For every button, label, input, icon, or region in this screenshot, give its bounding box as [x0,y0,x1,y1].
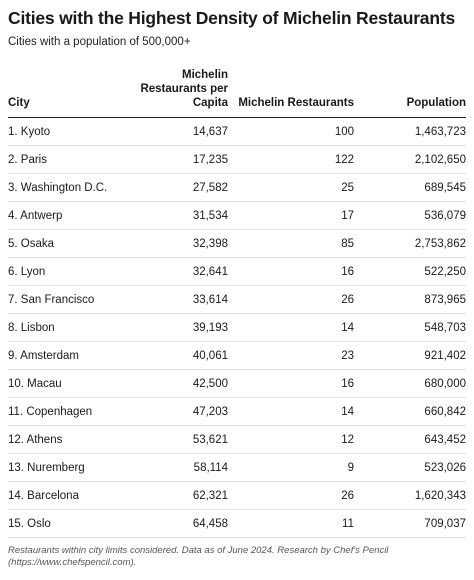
cell-per-capita: 32,641 [128,257,228,286]
cell-per-capita: 31,534 [128,201,228,230]
cell-population: 523,026 [354,453,466,482]
data-table: City Michelin Restaurants per Capita Mic… [8,68,466,538]
table-row: 8. Lisbon 39,193 14 548,703 [8,313,466,342]
cell-city: 2. Paris [8,145,128,174]
cell-city: 14. Barcelona [8,481,128,510]
cell-city: 10. Macau [8,369,128,398]
cell-michelin-count: 26 [228,481,354,510]
table-row: 15. Oslo 64,458 11 709,037 [8,509,466,538]
cell-population: 536,079 [354,201,466,230]
table-row: 12. Athens 53,621 12 643,452 [8,425,466,454]
column-header-population: Population [354,68,466,118]
cell-michelin-count: 85 [228,229,354,258]
cell-per-capita: 40,061 [128,341,228,370]
table-row: 5. Osaka 32,398 85 2,753,862 [8,229,466,258]
cell-population: 680,000 [354,369,466,398]
cell-population: 548,703 [354,313,466,342]
cell-michelin-count: 14 [228,313,354,342]
cell-per-capita: 33,614 [128,285,228,314]
table-row: 6. Lyon 32,641 16 522,250 [8,257,466,286]
column-header-per-capita: Michelin Restaurants per Capita [128,68,228,118]
cell-michelin-count: 9 [228,453,354,482]
cell-michelin-count: 25 [228,173,354,202]
cell-city: 3. Washington D.C. [8,173,128,202]
cell-city: 1. Kyoto [8,117,128,146]
cell-per-capita: 39,193 [128,313,228,342]
cell-per-capita: 47,203 [128,397,228,426]
cell-city: 15. Oslo [8,509,128,538]
table-body: 1. Kyoto 14,637 100 1,463,723 2. Paris 17,235… [8,117,466,538]
table-row: 4. Antwerp 31,534 17 536,079 [8,201,466,230]
cell-city: 6. Lyon [8,257,128,286]
cell-michelin-count: 16 [228,257,354,286]
cell-population: 709,037 [354,509,466,538]
cell-city: 13. Nuremberg [8,453,128,482]
cell-per-capita: 32,398 [128,229,228,258]
table-row: 14. Barcelona 62,321 26 1,620,343 [8,481,466,510]
table-row: 3. Washington D.C. 27,582 25 689,545 [8,173,466,202]
cell-per-capita: 62,321 [128,481,228,510]
cell-population: 873,965 [354,285,466,314]
cell-michelin-count: 12 [228,425,354,454]
header-row: City Michelin Restaurants per Capita Mic… [8,68,466,118]
source-note-line-2: (https://www.chefspencil.com). [8,557,137,568]
cell-city: 9. Amsterdam [8,341,128,370]
cell-population: 660,842 [354,397,466,426]
cell-michelin-count: 14 [228,397,354,426]
cell-michelin-count: 17 [228,201,354,230]
chart-subtitle: Cities with a population of 500,000+ [8,36,191,48]
cell-per-capita: 42,500 [128,369,228,398]
cell-michelin-count: 23 [228,341,354,370]
cell-population: 921,402 [354,341,466,370]
table-row: 11. Copenhagen 47,203 14 660,842 [8,397,466,426]
cell-per-capita: 64,458 [128,509,228,538]
table-row: 7. San Francisco 33,614 26 873,965 [8,285,466,314]
cell-population: 2,102,650 [354,145,466,174]
cell-per-capita: 58,114 [128,453,228,482]
cell-michelin-count: 11 [228,509,354,538]
cell-population: 1,620,343 [354,481,466,510]
cell-per-capita: 53,621 [128,425,228,454]
source-note: Restaurants within city limits considere… [8,545,468,569]
cell-per-capita: 17,235 [128,145,228,174]
cell-per-capita: 14,637 [128,117,228,146]
table-row: 9. Amsterdam 40,061 23 921,402 [8,341,466,370]
cell-population: 1,463,723 [354,117,466,146]
table-row: 1. Kyoto 14,637 100 1,463,723 [8,117,466,146]
column-header-michelin: Michelin Restaurants [228,68,354,118]
table-row: 10. Macau 42,500 16 680,000 [8,369,466,398]
cell-city: 8. Lisbon [8,313,128,342]
column-header-city: City [8,68,128,118]
cell-city: 7. San Francisco [8,285,128,314]
cell-population: 522,250 [354,257,466,286]
cell-michelin-count: 122 [228,145,354,174]
cell-michelin-count: 16 [228,369,354,398]
cell-city: 11. Copenhagen [8,397,128,426]
cell-population: 643,452 [354,425,466,454]
cell-population: 689,545 [354,173,466,202]
cell-population: 2,753,862 [354,229,466,258]
cell-michelin-count: 100 [228,117,354,146]
source-note-line-1: Restaurants within city limits considere… [8,545,389,556]
cell-city: 5. Osaka [8,229,128,258]
cell-city: 4. Antwerp [8,201,128,230]
chart-title: Cities with the Highest Density of Miche… [8,8,455,28]
table-row: 13. Nuremberg 58,114 9 523,026 [8,453,466,482]
cell-per-capita: 27,582 [128,173,228,202]
cell-city: 12. Athens [8,425,128,454]
cell-michelin-count: 26 [228,285,354,314]
table-row: 2. Paris 17,235 122 2,102,650 [8,145,466,174]
